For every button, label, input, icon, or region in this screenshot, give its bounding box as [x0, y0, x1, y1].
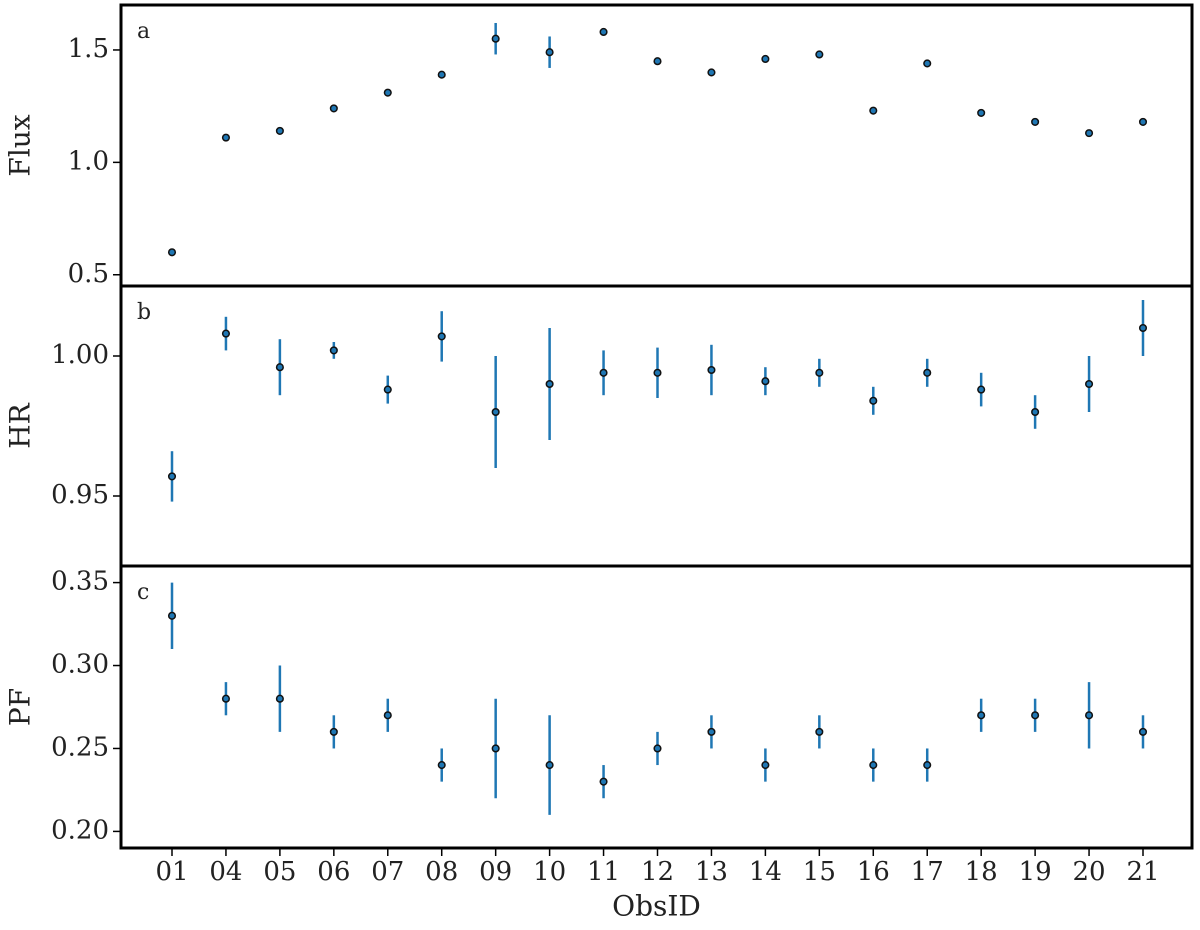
data-point [707, 727, 716, 736]
data-point [653, 744, 662, 753]
data-point [1031, 407, 1040, 417]
data-point [491, 744, 500, 753]
data-point [329, 104, 338, 113]
data-point [1085, 711, 1094, 720]
y-tick-label: 1.5 [68, 34, 109, 64]
data-point [599, 368, 608, 377]
data-point [329, 346, 338, 355]
data-point [869, 396, 878, 405]
data-point [437, 332, 446, 341]
y-axis-label: PF [4, 688, 37, 726]
data-point [815, 368, 824, 377]
data-point [1138, 323, 1148, 333]
panel-frame [119, 284, 1194, 568]
data-point [653, 57, 662, 66]
y-axis-label: Flux [4, 114, 37, 176]
data-point [1085, 129, 1094, 138]
x-tick-label: 01 [155, 857, 188, 887]
y-tick-label: 0.5 [68, 259, 109, 289]
x-tick-label: 11 [587, 857, 620, 887]
data-point [869, 761, 878, 770]
data-point [599, 777, 608, 786]
panel-label: c [137, 580, 149, 605]
x-tick-label: 09 [479, 857, 512, 887]
x-tick-label: 07 [371, 857, 404, 887]
data-point [923, 368, 932, 377]
panel-label: b [137, 300, 151, 325]
x-tick-label: 20 [1073, 857, 1106, 887]
data-point [815, 727, 824, 736]
data-point [923, 761, 932, 770]
data-point [167, 472, 177, 481]
data-point [275, 363, 284, 372]
data-point [977, 108, 986, 117]
x-tick-label: 05 [263, 857, 296, 887]
data-point [437, 761, 446, 770]
data-point [221, 133, 230, 142]
data-point [1085, 379, 1094, 389]
data-point [761, 377, 770, 386]
data-point [221, 694, 230, 703]
x-axis-label: ObsID [612, 890, 701, 923]
data-point [545, 761, 554, 770]
data-point [437, 70, 446, 79]
x-tick-label: 17 [911, 857, 944, 887]
x-tick-label: 12 [641, 857, 674, 887]
data-point [383, 88, 392, 97]
data-point [815, 50, 824, 59]
y-tick-label: 0.35 [51, 567, 109, 597]
y-tick-label: 1.0 [68, 146, 109, 176]
data-point [599, 27, 608, 37]
data-point [491, 34, 500, 43]
data-point [383, 385, 392, 394]
x-tick-label: 21 [1126, 857, 1159, 887]
data-point [545, 48, 554, 57]
x-tick-label: 06 [317, 857, 350, 887]
x-tick-label: 10 [533, 857, 566, 887]
data-point [923, 59, 932, 68]
data-point [1138, 117, 1148, 126]
x-tick-label: 13 [695, 857, 728, 887]
data-point [977, 711, 986, 720]
data-point [275, 694, 284, 703]
data-point [761, 761, 770, 770]
y-axis-label: HR [4, 402, 37, 448]
data-point [761, 54, 770, 64]
x-tick-label: 04 [209, 857, 242, 887]
data-point [329, 727, 338, 736]
data-point [707, 365, 716, 375]
data-point [1031, 117, 1040, 126]
data-point [1138, 727, 1148, 736]
data-point [275, 126, 284, 135]
y-tick-label: 0.20 [51, 815, 109, 845]
data-point [167, 248, 177, 257]
x-tick-label: 16 [857, 857, 890, 887]
panel-label: a [137, 19, 150, 44]
x-tick-label: 15 [803, 857, 836, 887]
data-point [545, 379, 554, 389]
data-point [977, 385, 986, 394]
data-point [707, 68, 716, 77]
data-point [221, 329, 230, 338]
data-point [383, 711, 392, 720]
y-tick-label: 0.30 [51, 650, 109, 680]
data-point [1031, 711, 1040, 720]
x-tick-label: 19 [1019, 857, 1052, 887]
y-tick-label: 1.00 [51, 340, 109, 370]
x-tick-label: 14 [749, 857, 782, 887]
data-point [491, 407, 500, 417]
x-tick-label: 08 [425, 857, 458, 887]
data-point [869, 106, 878, 115]
panel-frame [119, 3, 1194, 288]
panel-frame [119, 564, 1194, 850]
data-point [653, 368, 662, 377]
y-tick-label: 0.25 [51, 732, 109, 762]
x-tick-label: 18 [965, 857, 998, 887]
data-point [167, 611, 177, 620]
y-tick-label: 0.95 [51, 480, 109, 510]
